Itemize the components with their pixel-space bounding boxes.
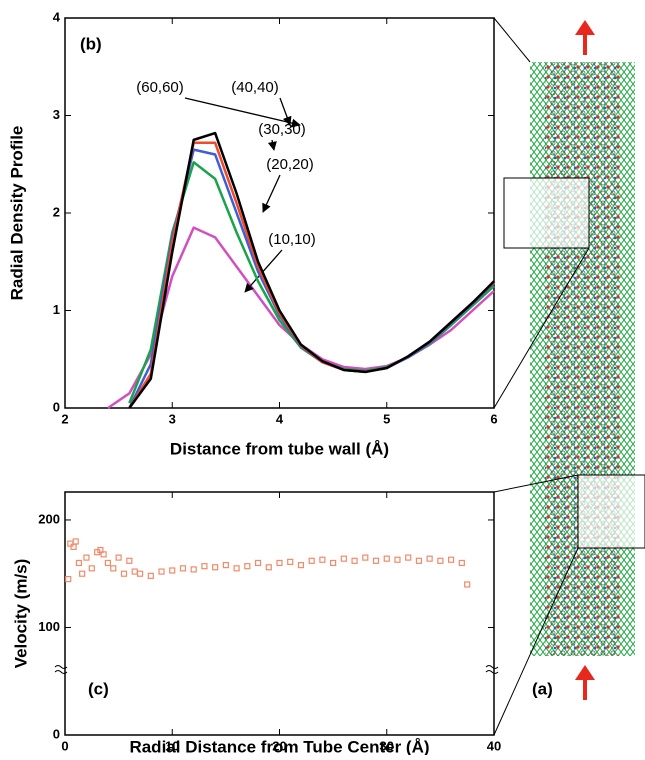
point xyxy=(126,557,133,564)
annotation: (20,20) xyxy=(266,156,314,173)
y-tick-label: 100 xyxy=(38,619,60,634)
panel-label: (b) xyxy=(80,34,102,53)
y-tick-label: 1 xyxy=(53,302,60,317)
y-tick-label: 0 xyxy=(53,726,60,741)
point xyxy=(147,572,154,579)
line xyxy=(107,226,495,410)
annotation-arrow xyxy=(262,174,281,213)
plot-frame xyxy=(64,491,495,736)
y-axis-label: Velocity (m/s) xyxy=(11,559,30,669)
x-axis-label: Distance from tube wall (Å) xyxy=(170,439,389,458)
point xyxy=(254,559,262,567)
point xyxy=(179,565,187,572)
x-tick-label: 10 xyxy=(165,738,179,753)
point xyxy=(79,570,86,577)
point xyxy=(70,543,77,550)
point xyxy=(67,540,74,547)
annotation: (10,10) xyxy=(268,231,316,248)
x-tick-label: 5 xyxy=(383,411,390,426)
point xyxy=(330,559,337,567)
point xyxy=(72,538,79,545)
panel-label: (c) xyxy=(88,679,109,698)
line xyxy=(128,131,495,409)
point xyxy=(362,554,369,561)
point xyxy=(458,559,465,567)
point xyxy=(383,555,390,562)
point xyxy=(394,556,401,563)
point xyxy=(120,570,128,577)
point xyxy=(100,551,107,558)
panel-label: (a) xyxy=(532,679,553,698)
line xyxy=(128,141,495,409)
x-tick-label: 30 xyxy=(380,738,394,753)
point xyxy=(83,554,90,561)
x-axis-label: Radial Distance from Tube Center (Å) xyxy=(129,737,429,755)
point xyxy=(464,581,471,588)
point xyxy=(340,555,347,562)
point xyxy=(276,559,283,567)
annotation-arrow xyxy=(279,97,292,126)
x-tick-label: 20 xyxy=(272,738,286,753)
point xyxy=(244,563,251,570)
point xyxy=(131,568,138,575)
point xyxy=(212,564,219,571)
point xyxy=(415,557,423,564)
x-tick-label: 40 xyxy=(487,738,501,753)
x-tick-label: 4 xyxy=(276,411,284,426)
point xyxy=(136,570,144,577)
x-tick-label: 3 xyxy=(169,411,176,426)
annotation-arrow xyxy=(244,249,283,293)
x-tick-label: 6 xyxy=(490,411,497,426)
point xyxy=(405,554,412,561)
point xyxy=(297,562,305,569)
y-tick-label: 200 xyxy=(38,511,60,526)
point xyxy=(75,559,83,567)
point xyxy=(222,562,229,569)
point xyxy=(319,556,326,563)
annotation: (30,30) xyxy=(258,121,306,138)
point xyxy=(65,575,72,583)
y-tick-label: 3 xyxy=(53,107,60,122)
y-axis-label: Radial Density Profile xyxy=(7,126,26,301)
point xyxy=(158,568,165,575)
point xyxy=(104,559,112,567)
axis-break xyxy=(54,665,499,674)
point xyxy=(201,563,208,570)
point xyxy=(88,565,95,572)
point xyxy=(265,564,272,571)
point xyxy=(372,557,380,564)
point xyxy=(190,566,197,573)
y-tick-label: 4 xyxy=(53,9,61,24)
annotation-arrow xyxy=(184,97,301,128)
point xyxy=(97,546,104,554)
point xyxy=(169,567,176,574)
point xyxy=(115,554,122,561)
annotation: (60,60) xyxy=(136,79,184,96)
point xyxy=(287,558,294,565)
point xyxy=(437,557,444,564)
point xyxy=(448,556,455,563)
x-tick-label: 0 xyxy=(61,738,68,753)
point xyxy=(426,555,433,562)
annotation: (40,40) xyxy=(231,79,279,96)
point xyxy=(308,557,315,564)
tube-schematic: (a) xyxy=(493,17,645,736)
x-tick-label: 2 xyxy=(61,411,68,426)
annotation-arrow xyxy=(267,139,277,151)
point xyxy=(110,565,117,572)
point xyxy=(351,557,358,564)
line xyxy=(128,161,495,404)
y-tick-label: 2 xyxy=(53,204,60,219)
point xyxy=(233,565,240,572)
y-tick-label: 0 xyxy=(53,399,60,414)
plot-frame xyxy=(64,17,495,409)
